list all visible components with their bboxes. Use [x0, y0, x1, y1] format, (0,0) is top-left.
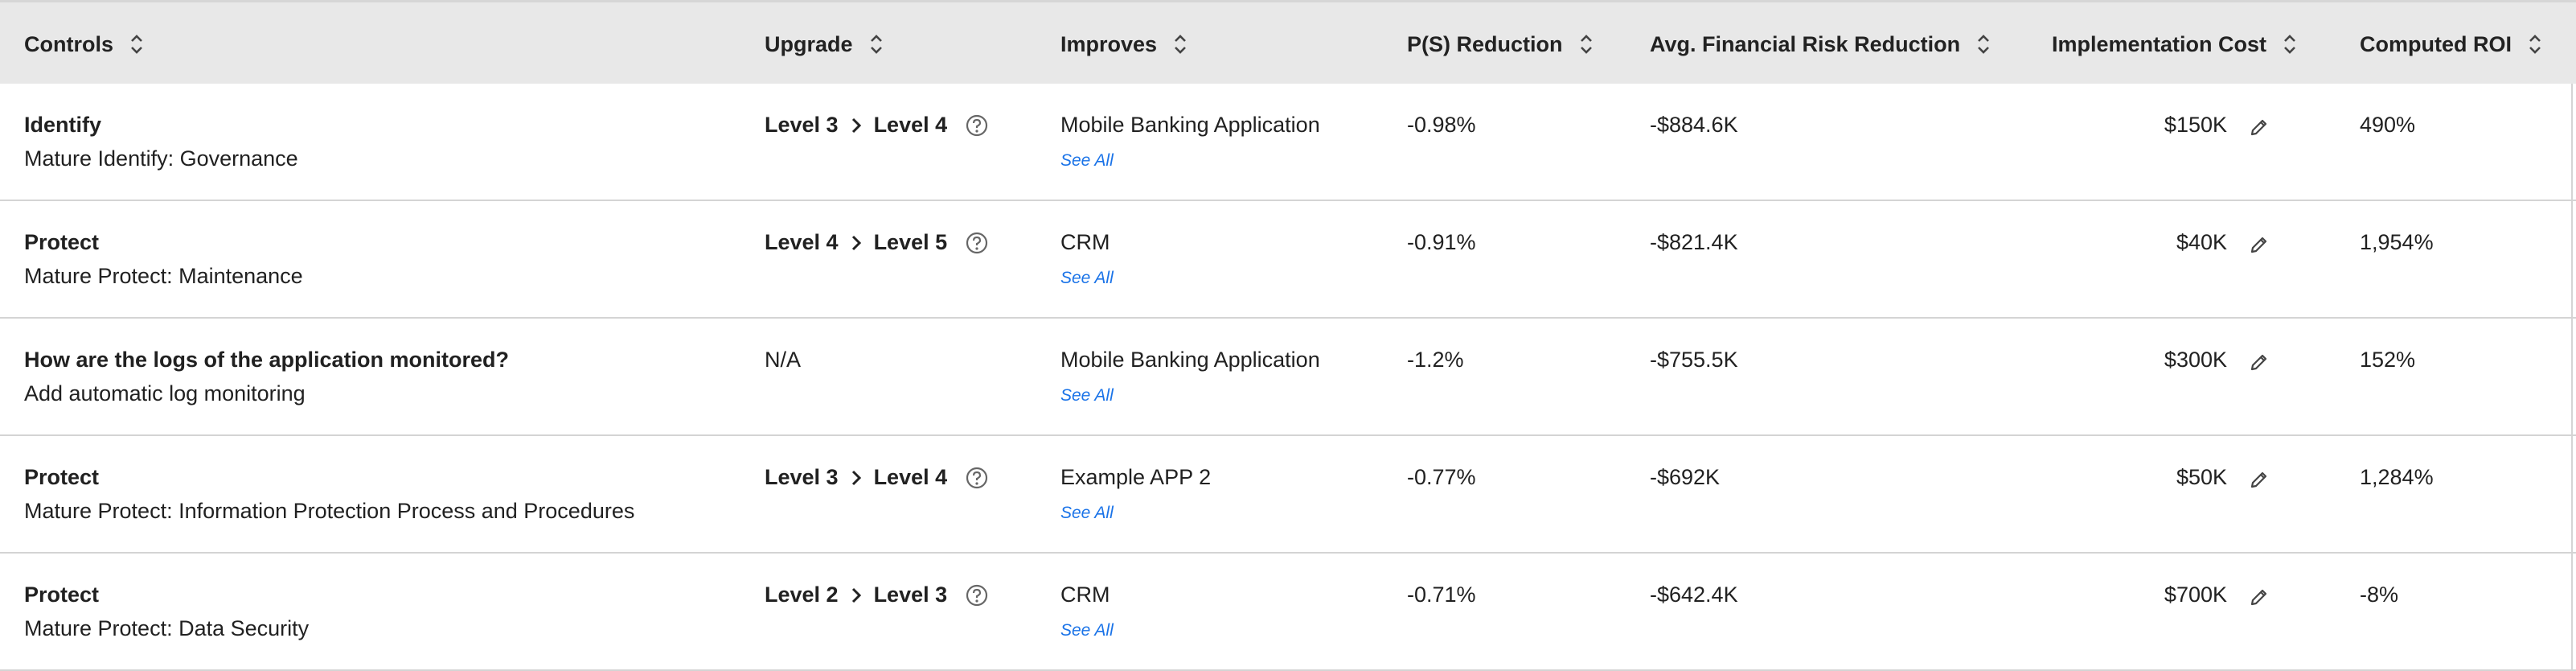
- upgrade-from: Level 2: [765, 582, 839, 607]
- control-title: Identify: [24, 113, 102, 137]
- computed-roi-value: 490%: [2360, 113, 2416, 137]
- table-row: Identify Mature Identify: Governance Lev…: [0, 84, 2576, 201]
- help-circle-icon[interactable]: [965, 231, 989, 255]
- upgrade-na: N/A: [765, 348, 802, 372]
- implementation-cost-value: $150K: [2164, 113, 2227, 137]
- ps-reduction-value: -0.71%: [1407, 582, 1476, 607]
- control-subtitle: Mature Protect: Data Security: [24, 616, 310, 640]
- upgrade-from: Level 3: [765, 113, 839, 137]
- computed-roi-value: -8%: [2360, 582, 2399, 607]
- column-label: P(S) Reduction: [1407, 31, 1563, 56]
- upgrade-levels: Level 4 Level 5: [765, 230, 989, 255]
- chevron-right-icon: [851, 117, 861, 133]
- control-subtitle: Mature Identify: Governance: [24, 146, 298, 171]
- column-label: Implementation Cost: [2052, 31, 2267, 56]
- pencil-icon[interactable]: [2248, 468, 2270, 491]
- upgrade-to: Level 4: [873, 113, 948, 137]
- pencil-icon[interactable]: [2248, 233, 2270, 256]
- table-header: Controls Upgrade Improves P(S) Reduction…: [0, 0, 2576, 84]
- upgrade-levels: Level 3 Level 4: [765, 465, 989, 490]
- financial-risk-value: -$755.5K: [1650, 348, 1738, 372]
- sort-icon[interactable]: [1173, 32, 1188, 56]
- improves-asset: Mobile Banking Application: [1060, 348, 1320, 372]
- control-subtitle: Mature Protect: Maintenance: [24, 264, 303, 288]
- control-title: Protect: [24, 230, 100, 254]
- column-label: Upgrade: [765, 31, 853, 56]
- sort-icon[interactable]: [2528, 32, 2542, 56]
- column-header-upgrade[interactable]: Upgrade: [765, 2, 884, 86]
- column-label: Controls: [24, 31, 113, 56]
- table-row: Protect Mature Protect: Data Security Le…: [0, 554, 2576, 671]
- financial-risk-value: -$884.6K: [1650, 113, 1738, 137]
- control-title: Protect: [24, 582, 100, 607]
- table-row: How are the logs of the application moni…: [0, 319, 2576, 436]
- control-title: Protect: [24, 465, 100, 489]
- see-all-link[interactable]: See All: [1060, 269, 1114, 287]
- see-all-link[interactable]: See All: [1060, 504, 1114, 522]
- column-label: Avg. Financial Risk Reduction: [1650, 31, 1961, 56]
- upgrade-to: Level 3: [873, 582, 948, 607]
- computed-roi-value: 152%: [2360, 348, 2416, 372]
- upgrade-levels: Level 2 Level 3: [765, 582, 989, 607]
- see-all-link[interactable]: See All: [1060, 151, 1114, 170]
- financial-risk-value: -$821.4K: [1650, 230, 1738, 254]
- column-header-improves[interactable]: Improves: [1060, 2, 1188, 86]
- control-subtitle: Mature Protect: Information Protection P…: [24, 499, 635, 523]
- sort-icon[interactable]: [2283, 32, 2297, 56]
- improves-asset: CRM: [1060, 230, 1110, 254]
- ps-reduction-value: -0.98%: [1407, 113, 1476, 137]
- computed-roi-value: 1,954%: [2360, 230, 2434, 254]
- upgrade-levels: N/A: [765, 348, 801, 373]
- column-header-controls[interactable]: Controls: [24, 2, 144, 86]
- see-all-link[interactable]: See All: [1060, 621, 1114, 640]
- help-circle-icon[interactable]: [965, 583, 989, 607]
- pencil-icon[interactable]: [2248, 586, 2270, 608]
- financial-risk-value: -$642.4K: [1650, 582, 1738, 607]
- pencil-icon[interactable]: [2248, 351, 2270, 373]
- chevron-right-icon: [851, 235, 861, 250]
- upgrade-levels: Level 3 Level 4: [765, 113, 989, 138]
- upgrade-from: Level 3: [765, 465, 839, 489]
- ps-reduction-value: -0.77%: [1407, 465, 1476, 489]
- improves-asset: Example APP 2: [1060, 465, 1212, 489]
- chevron-right-icon: [851, 470, 861, 485]
- sort-icon[interactable]: [129, 32, 144, 56]
- column-header-financial-risk[interactable]: Avg. Financial Risk Reduction: [1650, 2, 1991, 86]
- upgrade-to: Level 4: [873, 465, 948, 489]
- table-row: Protect Mature Protect: Information Prot…: [0, 436, 2576, 554]
- pencil-icon[interactable]: [2248, 116, 2270, 138]
- column-header-ps-reduction[interactable]: P(S) Reduction: [1407, 2, 1594, 86]
- chevron-right-icon: [851, 587, 861, 603]
- sort-icon[interactable]: [1976, 32, 1991, 56]
- implementation-cost-value: $40K: [2176, 230, 2227, 254]
- column-header-computed-roi[interactable]: Computed ROI: [2360, 2, 2542, 86]
- upgrade-from: Level 4: [765, 230, 839, 254]
- ps-reduction-value: -1.2%: [1407, 348, 1464, 372]
- table-right-border: [2571, 84, 2573, 671]
- financial-risk-value: -$692K: [1650, 465, 1721, 489]
- column-label: Improves: [1060, 31, 1158, 56]
- control-title: How are the logs of the application moni…: [24, 348, 510, 372]
- implementation-cost-value: $300K: [2164, 348, 2227, 372]
- improves-asset: CRM: [1060, 582, 1110, 607]
- implementation-cost-value: $700K: [2164, 582, 2227, 607]
- implementation-cost-value: $50K: [2176, 465, 2227, 489]
- see-all-link[interactable]: See All: [1060, 386, 1114, 405]
- improves-asset: Mobile Banking Application: [1060, 113, 1320, 137]
- table-row: Protect Mature Protect: Maintenance Leve…: [0, 201, 2576, 319]
- help-circle-icon[interactable]: [965, 113, 989, 138]
- computed-roi-value: 1,284%: [2360, 465, 2434, 489]
- sort-icon[interactable]: [869, 32, 884, 56]
- column-label: Computed ROI: [2360, 31, 2512, 56]
- column-header-implementation-cost[interactable]: Implementation Cost: [2052, 2, 2297, 86]
- upgrade-to: Level 5: [873, 230, 948, 254]
- sort-icon[interactable]: [1579, 32, 1594, 56]
- help-circle-icon[interactable]: [965, 466, 989, 490]
- ps-reduction-value: -0.91%: [1407, 230, 1476, 254]
- control-subtitle: Add automatic log monitoring: [24, 381, 306, 405]
